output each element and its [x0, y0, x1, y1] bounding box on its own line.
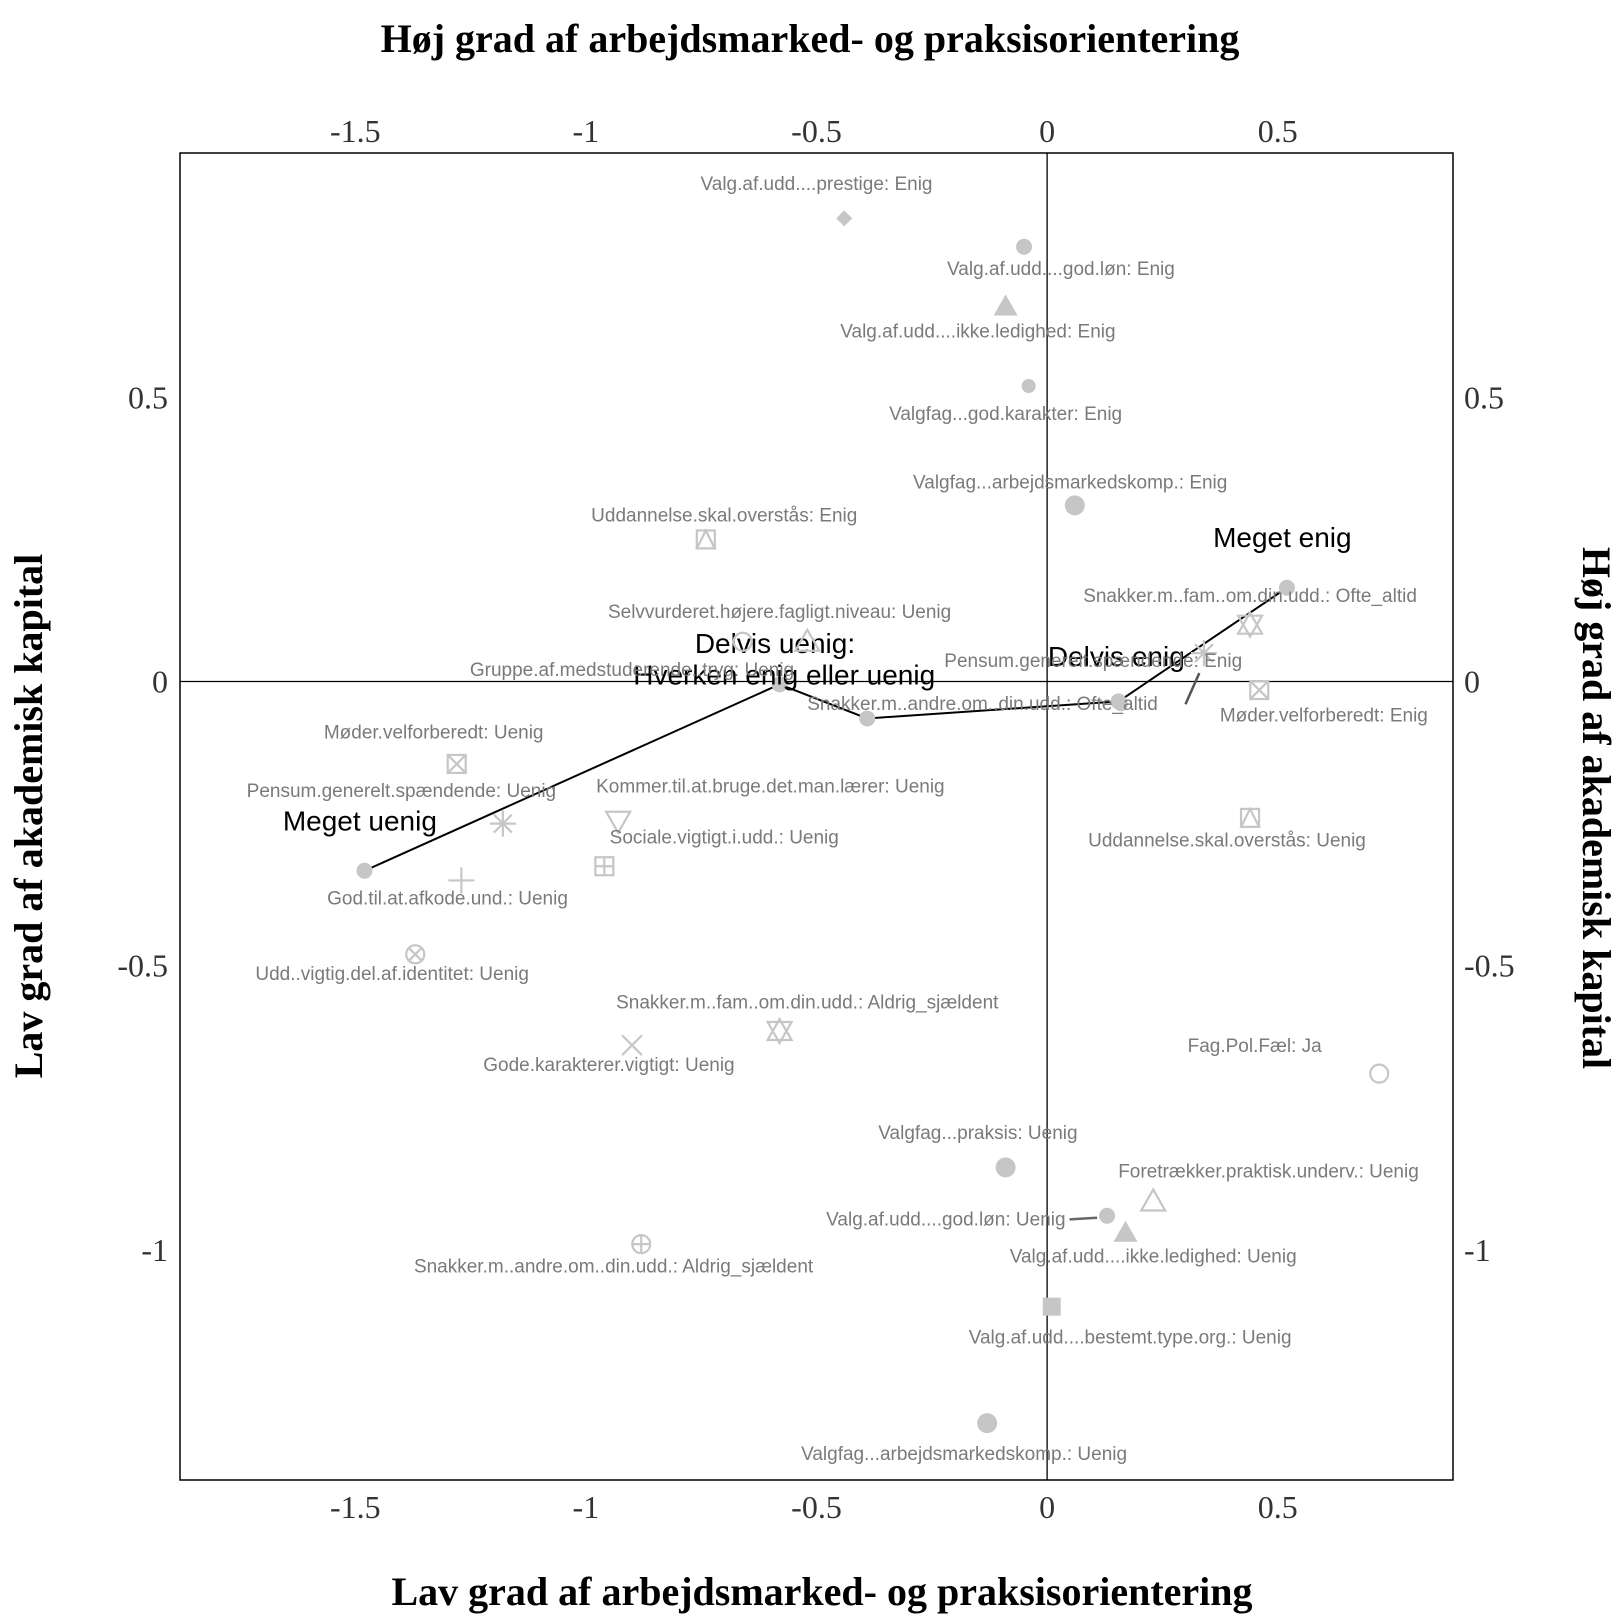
point-label: Valg.af.udd....ikke.ledighed: Enig [840, 322, 1115, 343]
point-label: Valgfag...god.karakter: Enig [889, 404, 1122, 425]
category-point [1139, 1187, 1168, 1212]
point-label: Møder.velforberedt: Uenig [324, 722, 544, 743]
y-tick-label-right: -0.5 [1464, 948, 1515, 984]
category-point [732, 631, 753, 652]
series-point [771, 676, 788, 693]
category-point [1190, 640, 1217, 667]
series-point-label: Meget uenig [283, 805, 437, 836]
category-point [621, 1034, 643, 1057]
point-label: Snakker.m..andre.om..din.udd.: Aldrig_sj… [414, 1257, 814, 1278]
category-point [993, 294, 1018, 316]
series-label-leader-line [1184, 672, 1201, 705]
y-tick-label-right: 0.5 [1464, 379, 1504, 415]
y-tick-label-right: -1 [1464, 1232, 1491, 1268]
category-point [489, 810, 516, 837]
point-label: Valg.af.udd....bestemt.type.org.: Uenig [969, 1328, 1292, 1349]
point-label: Snakker.m..andre.om..din.udd.: Ofte_alti… [807, 694, 1158, 715]
category-point [1064, 495, 1085, 516]
series-point [1278, 579, 1295, 596]
point-label: Uddannelse.skal.overstås: Enig [591, 505, 857, 526]
point-label: Pensum.generelt.spændende: Enig [944, 651, 1242, 672]
y-tick-label-left: 0 [152, 664, 168, 700]
series-point-label: Delvis enig [1048, 641, 1185, 672]
category-point [836, 210, 853, 227]
category-point [1239, 806, 1261, 829]
category-point [604, 810, 633, 835]
point-label: Selvvurderet.højere.fagligt.niveau: Ueni… [608, 602, 951, 623]
point-label: Fag.Pol.Fæl: Ja [1188, 1036, 1323, 1057]
x-tick-label-bottom: 0.5 [1258, 1489, 1298, 1525]
category-points [405, 210, 1390, 1434]
x-tick-label-top: -0.5 [791, 113, 842, 149]
category-line-series: Meget uenig Delvis uenig:Hverken enig ell… [283, 522, 1352, 879]
x-tick-label-top: -1 [573, 113, 600, 149]
point-label: God.til.at.afkode.und.: Uenig [327, 888, 568, 909]
point-label: Valg.af.udd....ikke.ledighed: Uenig [1010, 1246, 1297, 1267]
x-tick-label-top: 0 [1039, 113, 1055, 149]
category-point [695, 527, 717, 550]
point-label: Valg.af.udd....prestige: Enig [700, 174, 932, 195]
category-point [1236, 610, 1264, 639]
category-point [1099, 1207, 1116, 1224]
point-label: Valgfag...arbejdsmarkedskomp.: Uenig [801, 1444, 1127, 1465]
point-label: Pensum.generelt.spændende: Uenig [247, 781, 556, 802]
bottom-axis-title: Lav grad af arbejdsmarked- og praksisori… [391, 1569, 1252, 1614]
point-label: Uddannelse.skal.overstås: Uenig [1088, 830, 1366, 851]
point-label: Snakker.m..fam..om.din.udd.: Aldrig_sjæl… [616, 992, 999, 1013]
x-tick-label-bottom: -1.5 [330, 1489, 381, 1525]
point-label: Gode.karakterer.vigtigt: Uenig [483, 1055, 734, 1076]
series-point-label: Delvis uenig: [695, 628, 855, 659]
category-point [793, 627, 822, 652]
point-label: Valgfag...arbejdsmarkedskomp.: Enig [913, 472, 1227, 493]
category-point [765, 1016, 794, 1046]
point-label: Snakker.m..fam..om.din.udd.: Ofte_altid [1083, 586, 1417, 607]
series-point-label: Hverken enig eller uenig [633, 659, 935, 690]
category-point [995, 1157, 1016, 1178]
category-point [446, 753, 467, 775]
category-point [405, 944, 426, 965]
right-axis-title: Høj grad af akademisk kapital [1574, 547, 1619, 1069]
category-point [1113, 697, 1128, 712]
category-point [448, 867, 475, 894]
series-point [859, 710, 876, 727]
x-tick-label-top: -1.5 [330, 113, 381, 149]
x-tick-label-bottom: -0.5 [791, 1489, 842, 1525]
point-label: Valgfag...praksis: Uenig [878, 1123, 1077, 1144]
series-point [356, 862, 373, 879]
y-tick-label-left: -1 [141, 1232, 168, 1268]
point-label: Gruppe.af.medstuderende..tryg: Uenig [470, 660, 794, 681]
category-point [1021, 379, 1036, 394]
x-tick-label-bottom: 0 [1039, 1489, 1055, 1525]
point-label: Foretrækker.praktisk.underv.: Uenig [1118, 1162, 1419, 1183]
category-point [1016, 238, 1033, 255]
category-point [977, 1413, 998, 1434]
axis-ticks: -1.5 -1.5 -1 -1 -0.5 -0.5 0 0 0.5 0.5 0.5 0.5 0 0 -0.5… [117, 113, 1514, 1525]
point-label: Møder.velforberedt: Enig [1220, 705, 1428, 726]
point-label: Kommer.til.at.bruge.det.man.lærer: Uenig [596, 776, 945, 797]
point-label: Udd..vigtig.del.af.identitet: Uenig [255, 964, 529, 985]
category-point [631, 1234, 652, 1255]
y-tick-label-right: 0 [1464, 664, 1480, 700]
x-tick-label-top: 0.5 [1258, 113, 1298, 149]
plot-frame [179, 152, 1454, 1481]
category-point [1369, 1063, 1390, 1084]
point-label: Valg.af.udd....god.løn: Uenig [826, 1209, 1065, 1230]
y-tick-label-left: -0.5 [117, 948, 168, 984]
point-labels: Valg.af.udd....prestige: Enig Valg.af.udd… [247, 174, 1428, 1465]
reference-lines [180, 153, 1453, 1480]
x-tick-label-bottom: -1 [573, 1489, 600, 1525]
category-point [1249, 679, 1270, 701]
series-point-label: Meget enig [1213, 522, 1352, 553]
label-leader-line [1069, 1216, 1098, 1221]
point-label: Sociale.vigtigt.i.udd.: Uenig [610, 827, 839, 848]
point-label: Valg.af.udd....god.løn: Enig [947, 259, 1175, 280]
top-axis-title: Høj grad af arbejdsmarked- og praksisori… [381, 16, 1240, 61]
left-axis-title: Lav grad af akademisk kapital [6, 554, 51, 1079]
category-point [1113, 1220, 1138, 1242]
y-tick-label-left: 0.5 [128, 379, 168, 415]
category-point [594, 856, 615, 877]
category-point [1042, 1297, 1061, 1316]
